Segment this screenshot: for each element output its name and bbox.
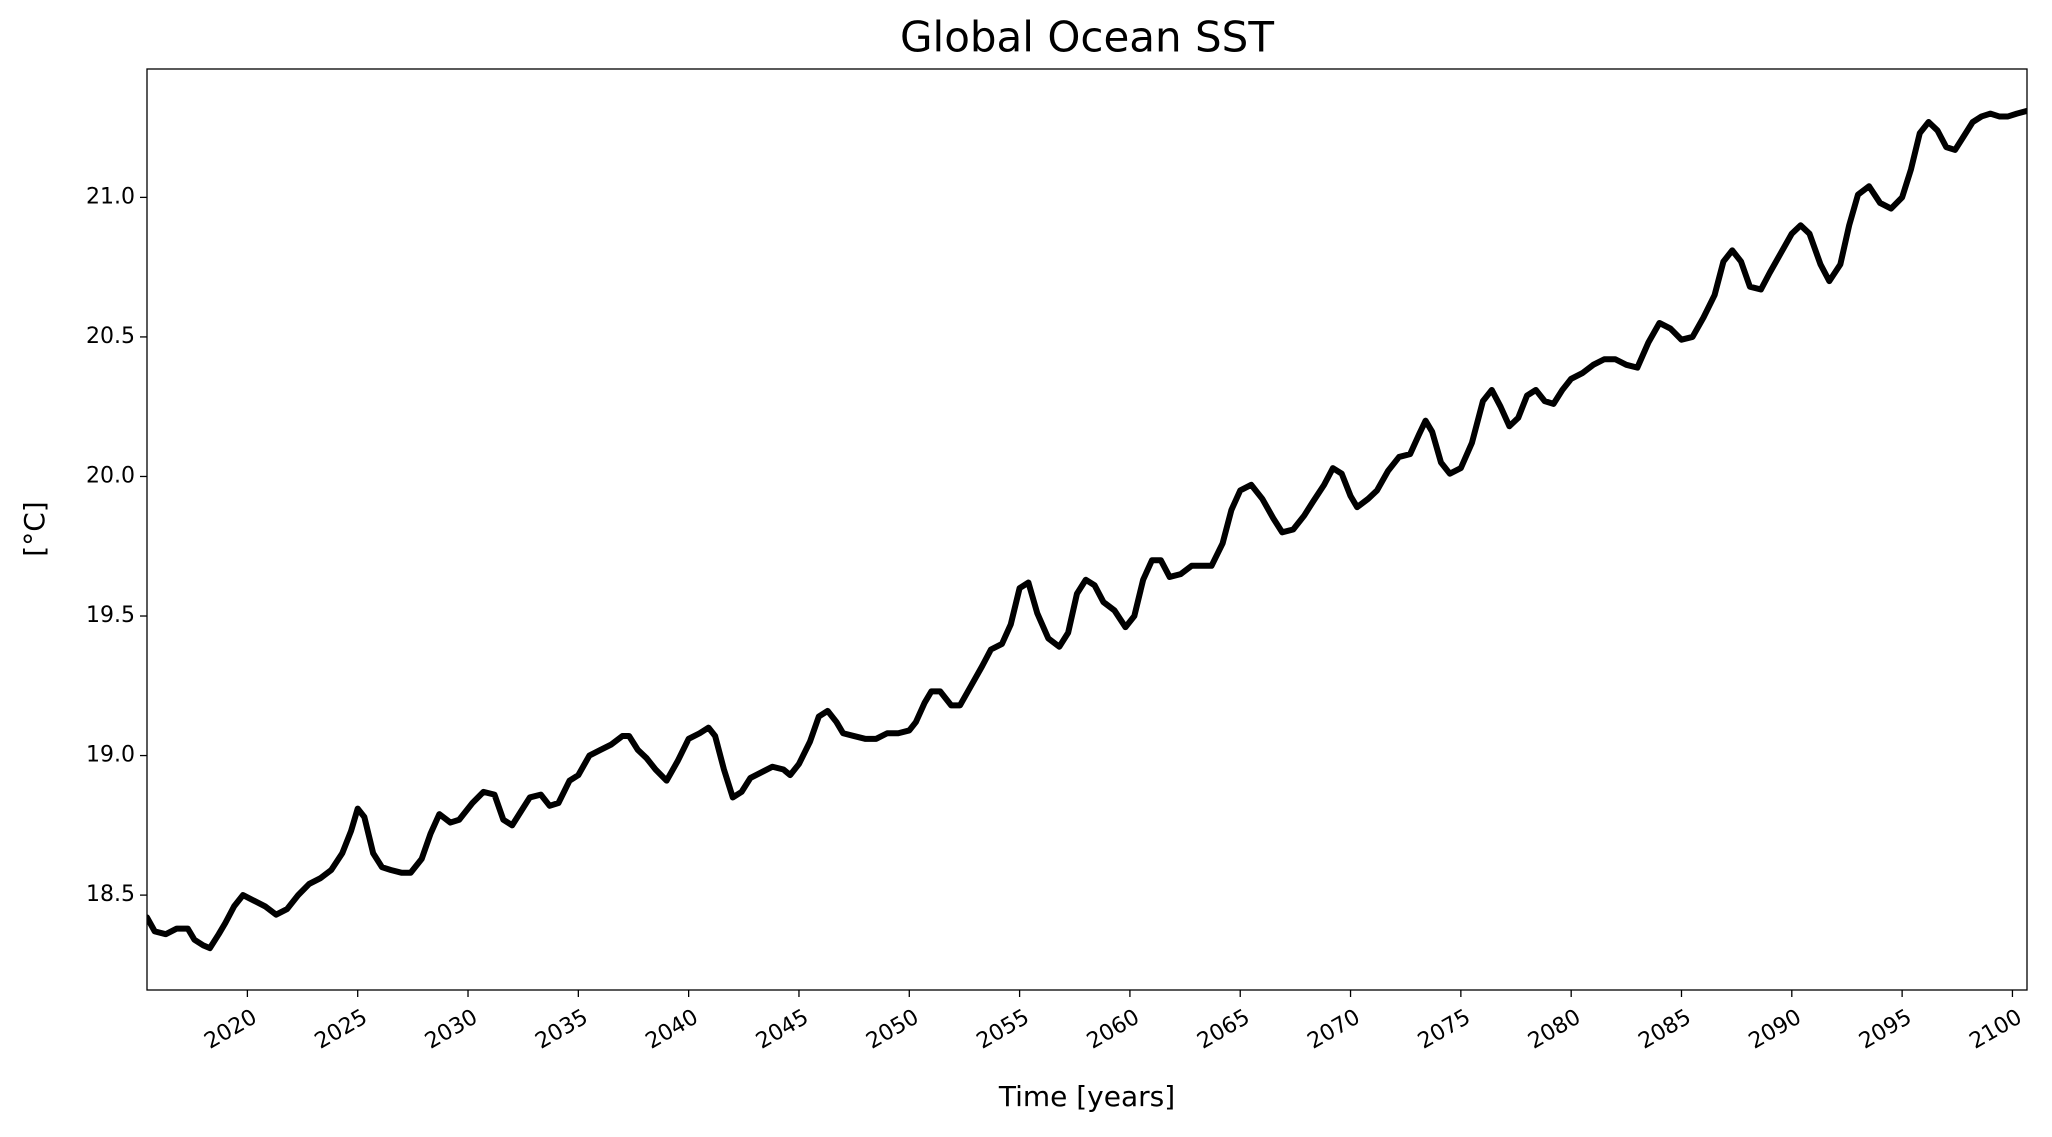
x-tick-label: 2035 bbox=[531, 1005, 592, 1055]
x-tick-label: 2095 bbox=[1855, 1005, 1916, 1055]
y-tick-label: 20.5 bbox=[86, 324, 135, 349]
y-tick-label: 18.5 bbox=[86, 882, 135, 907]
y-tick-label: 19.5 bbox=[86, 603, 135, 628]
chart-title: Global Ocean SST bbox=[900, 13, 1274, 62]
x-tick-label: 2055 bbox=[973, 1005, 1034, 1055]
y-tick-label: 21.0 bbox=[86, 184, 135, 209]
y-tick-label: 19.0 bbox=[86, 743, 135, 768]
plot-frame bbox=[146, 68, 2028, 991]
x-tick-label: 2100 bbox=[1965, 1005, 2026, 1055]
series-line bbox=[147, 107, 2027, 952]
x-tick-label: 2065 bbox=[1193, 1005, 1254, 1055]
x-tick-label: 2020 bbox=[200, 1005, 261, 1055]
y-tick-label: 20.0 bbox=[86, 463, 135, 488]
x-tick-label: 2080 bbox=[1524, 1005, 1585, 1055]
x-tick-label: 2060 bbox=[1083, 1005, 1144, 1055]
x-axis-label: Time [years] bbox=[998, 1080, 1175, 1113]
x-tick-label: 2070 bbox=[1304, 1005, 1365, 1055]
x-tick-label: 2075 bbox=[1414, 1005, 1475, 1055]
x-tick-label: 2050 bbox=[862, 1005, 923, 1055]
x-tick-label: 2090 bbox=[1745, 1005, 1806, 1055]
x-tick-label: 2040 bbox=[642, 1005, 703, 1055]
x-tick-label: 2085 bbox=[1634, 1005, 1695, 1055]
x-tick-label: 2030 bbox=[421, 1005, 482, 1055]
y-axis-label: [°C] bbox=[18, 501, 51, 556]
x-tick-label: 2025 bbox=[311, 1005, 372, 1055]
x-tick-label: 2045 bbox=[752, 1005, 813, 1055]
